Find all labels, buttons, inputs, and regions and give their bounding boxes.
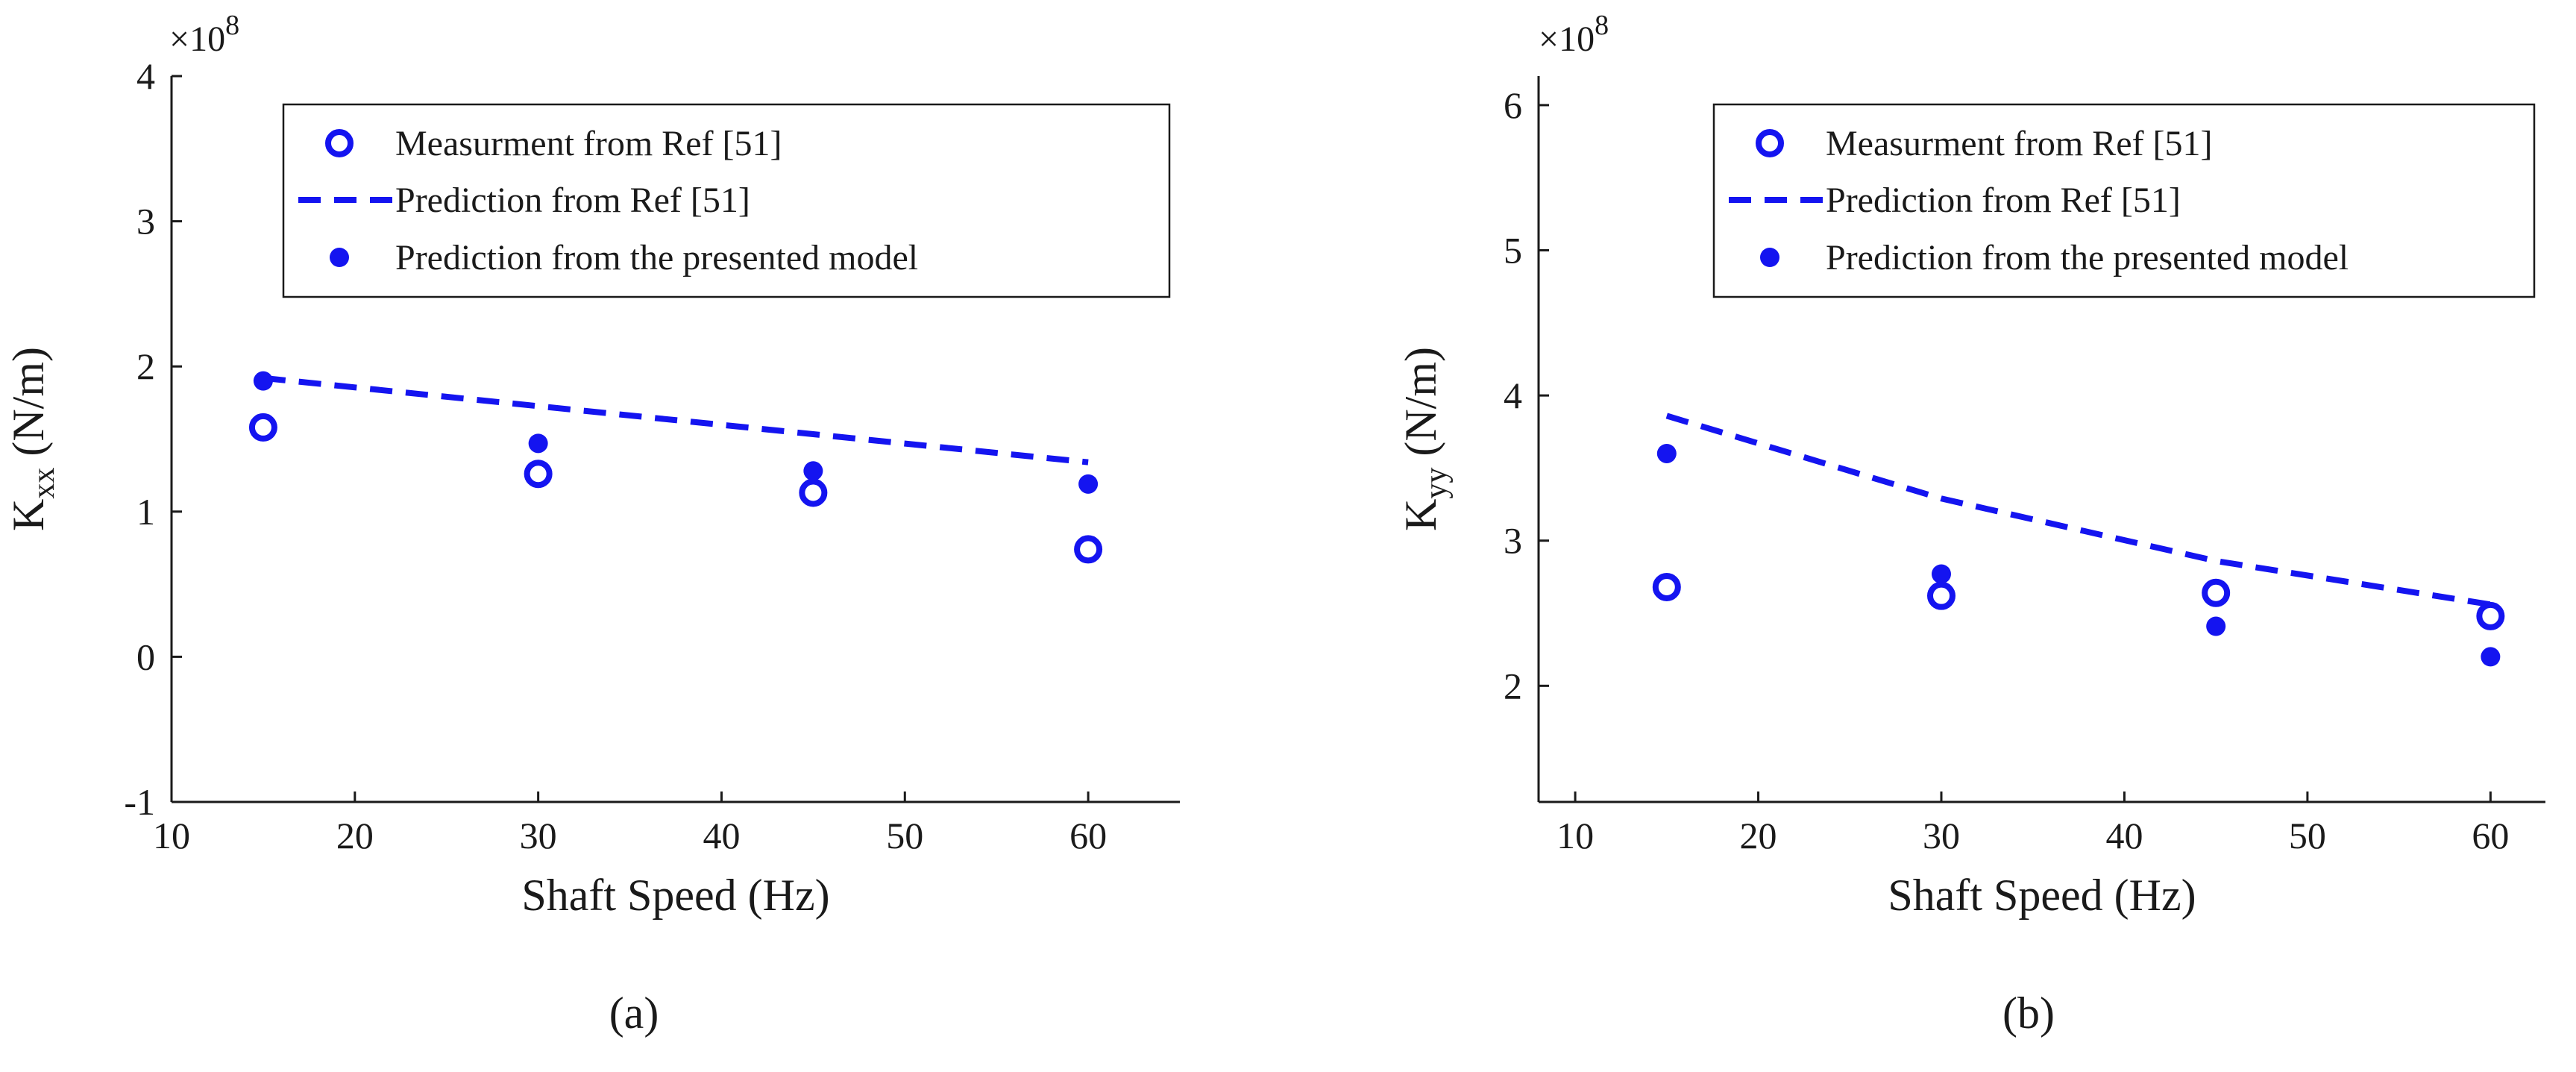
- measurement-point: [2476, 601, 2505, 630]
- y-axis-label-main: K: [4, 499, 53, 531]
- y-tick-label: -1: [124, 781, 155, 823]
- model-prediction-point: [2206, 616, 2226, 636]
- y-axis-label-subscript: xx: [27, 468, 61, 499]
- x-tick-label: 40: [703, 815, 740, 856]
- legend-entry-label: Measurment from Ref [51]: [395, 124, 782, 163]
- prediction-ref-line: [1665, 413, 2491, 608]
- legend-entry-label: Prediction from the presented model: [395, 238, 918, 278]
- y-multiplier-exponent: 8: [225, 10, 239, 41]
- y-tick-label: 2: [1504, 665, 1522, 706]
- y-multiplier-base: ×10: [169, 19, 225, 59]
- y-multiplier-exponent: 8: [1595, 10, 1609, 41]
- x-tick-label: 20: [1740, 815, 1777, 856]
- legend-key-measurement: [1756, 129, 1784, 157]
- measurement-point: [1074, 535, 1103, 564]
- x-tick-label: 30: [1923, 815, 1960, 856]
- y-tick-label: 3: [136, 201, 155, 242]
- measurement-point: [1927, 581, 1955, 610]
- panel-label: (a): [609, 988, 659, 1038]
- y-axis-label: Kxx (N/m): [4, 347, 61, 531]
- measurement-point: [799, 478, 828, 507]
- measurement-point: [248, 413, 277, 442]
- y-axis-label-subscript: yy: [1419, 468, 1454, 499]
- x-tick-label: 60: [1069, 815, 1107, 856]
- y-tick-label: 1: [136, 491, 155, 533]
- x-tick-label: 10: [1556, 815, 1594, 856]
- model-prediction-point: [253, 371, 273, 391]
- chart-a: 10 20 30 40 50 60 -1 0 1 2 3 4 ×108 Shaft Speed (Hz) K…: [4, 10, 1180, 1038]
- y-axis-label-unit: (N/m): [1396, 347, 1445, 468]
- y-tick-label: 4: [136, 55, 155, 97]
- y-axis-label: Kyy (N/m): [1396, 347, 1454, 531]
- legend-entry-label: Measurment from Ref [51]: [1826, 124, 2213, 163]
- chart-b: 10 20 30 40 50 60 2 3 4 5 6 ×108 Shaft Speed (Hz) Kyy…: [1396, 10, 2545, 1038]
- x-tick-label: 40: [2105, 815, 2143, 856]
- x-tick-label: 50: [2289, 815, 2326, 856]
- x-tick-label: 20: [336, 815, 374, 856]
- y-axis-label-main: K: [1396, 499, 1445, 531]
- x-tick-label: 50: [886, 815, 923, 856]
- legend-entry-label: Prediction from Ref [51]: [395, 181, 750, 220]
- y-multiplier-base: ×10: [1539, 19, 1595, 59]
- x-tick-label: 60: [2472, 815, 2509, 856]
- y-tick-label: 6: [1504, 84, 1522, 126]
- measurement-point: [1652, 572, 1681, 601]
- legend-entry-label: Prediction from the presented model: [1826, 238, 2349, 278]
- x-axis-label: Shaft Speed (Hz): [1888, 871, 2196, 920]
- y-tick-label: 3: [1504, 520, 1522, 562]
- y-tick-label: 5: [1504, 230, 1522, 272]
- model-prediction-point: [2481, 647, 2501, 667]
- y-multiplier-label: ×108: [169, 10, 239, 59]
- y-tick-label: 4: [1504, 374, 1522, 416]
- x-tick-label: 10: [153, 815, 190, 856]
- y-tick-label: 2: [136, 345, 155, 387]
- model-prediction-point: [1078, 474, 1099, 494]
- legend-box: [282, 103, 1171, 298]
- measurement-point: [524, 460, 553, 489]
- model-prediction-point: [803, 461, 823, 481]
- model-prediction-point: [1932, 564, 1951, 584]
- prediction-ref-line: [263, 374, 1089, 466]
- y-tick-label: 0: [136, 636, 155, 677]
- x-tick-label: 30: [520, 815, 557, 856]
- legend-entry-label: Prediction from Ref [51]: [1826, 181, 2181, 220]
- y-multiplier-label: ×108: [1539, 10, 1609, 59]
- legend-key-model: [330, 248, 349, 267]
- legend-key-model: [1760, 248, 1779, 267]
- model-prediction-point: [1656, 443, 1677, 463]
- panel-label: (b): [2002, 988, 2055, 1038]
- legend-key-measurement: [325, 129, 354, 157]
- y-axis-label-unit: (N/m): [4, 347, 53, 468]
- x-axis-label: Shaft Speed (Hz): [521, 871, 829, 920]
- model-prediction-point: [528, 433, 548, 454]
- measurement-point: [2202, 578, 2231, 607]
- legend-box: [1712, 103, 2536, 298]
